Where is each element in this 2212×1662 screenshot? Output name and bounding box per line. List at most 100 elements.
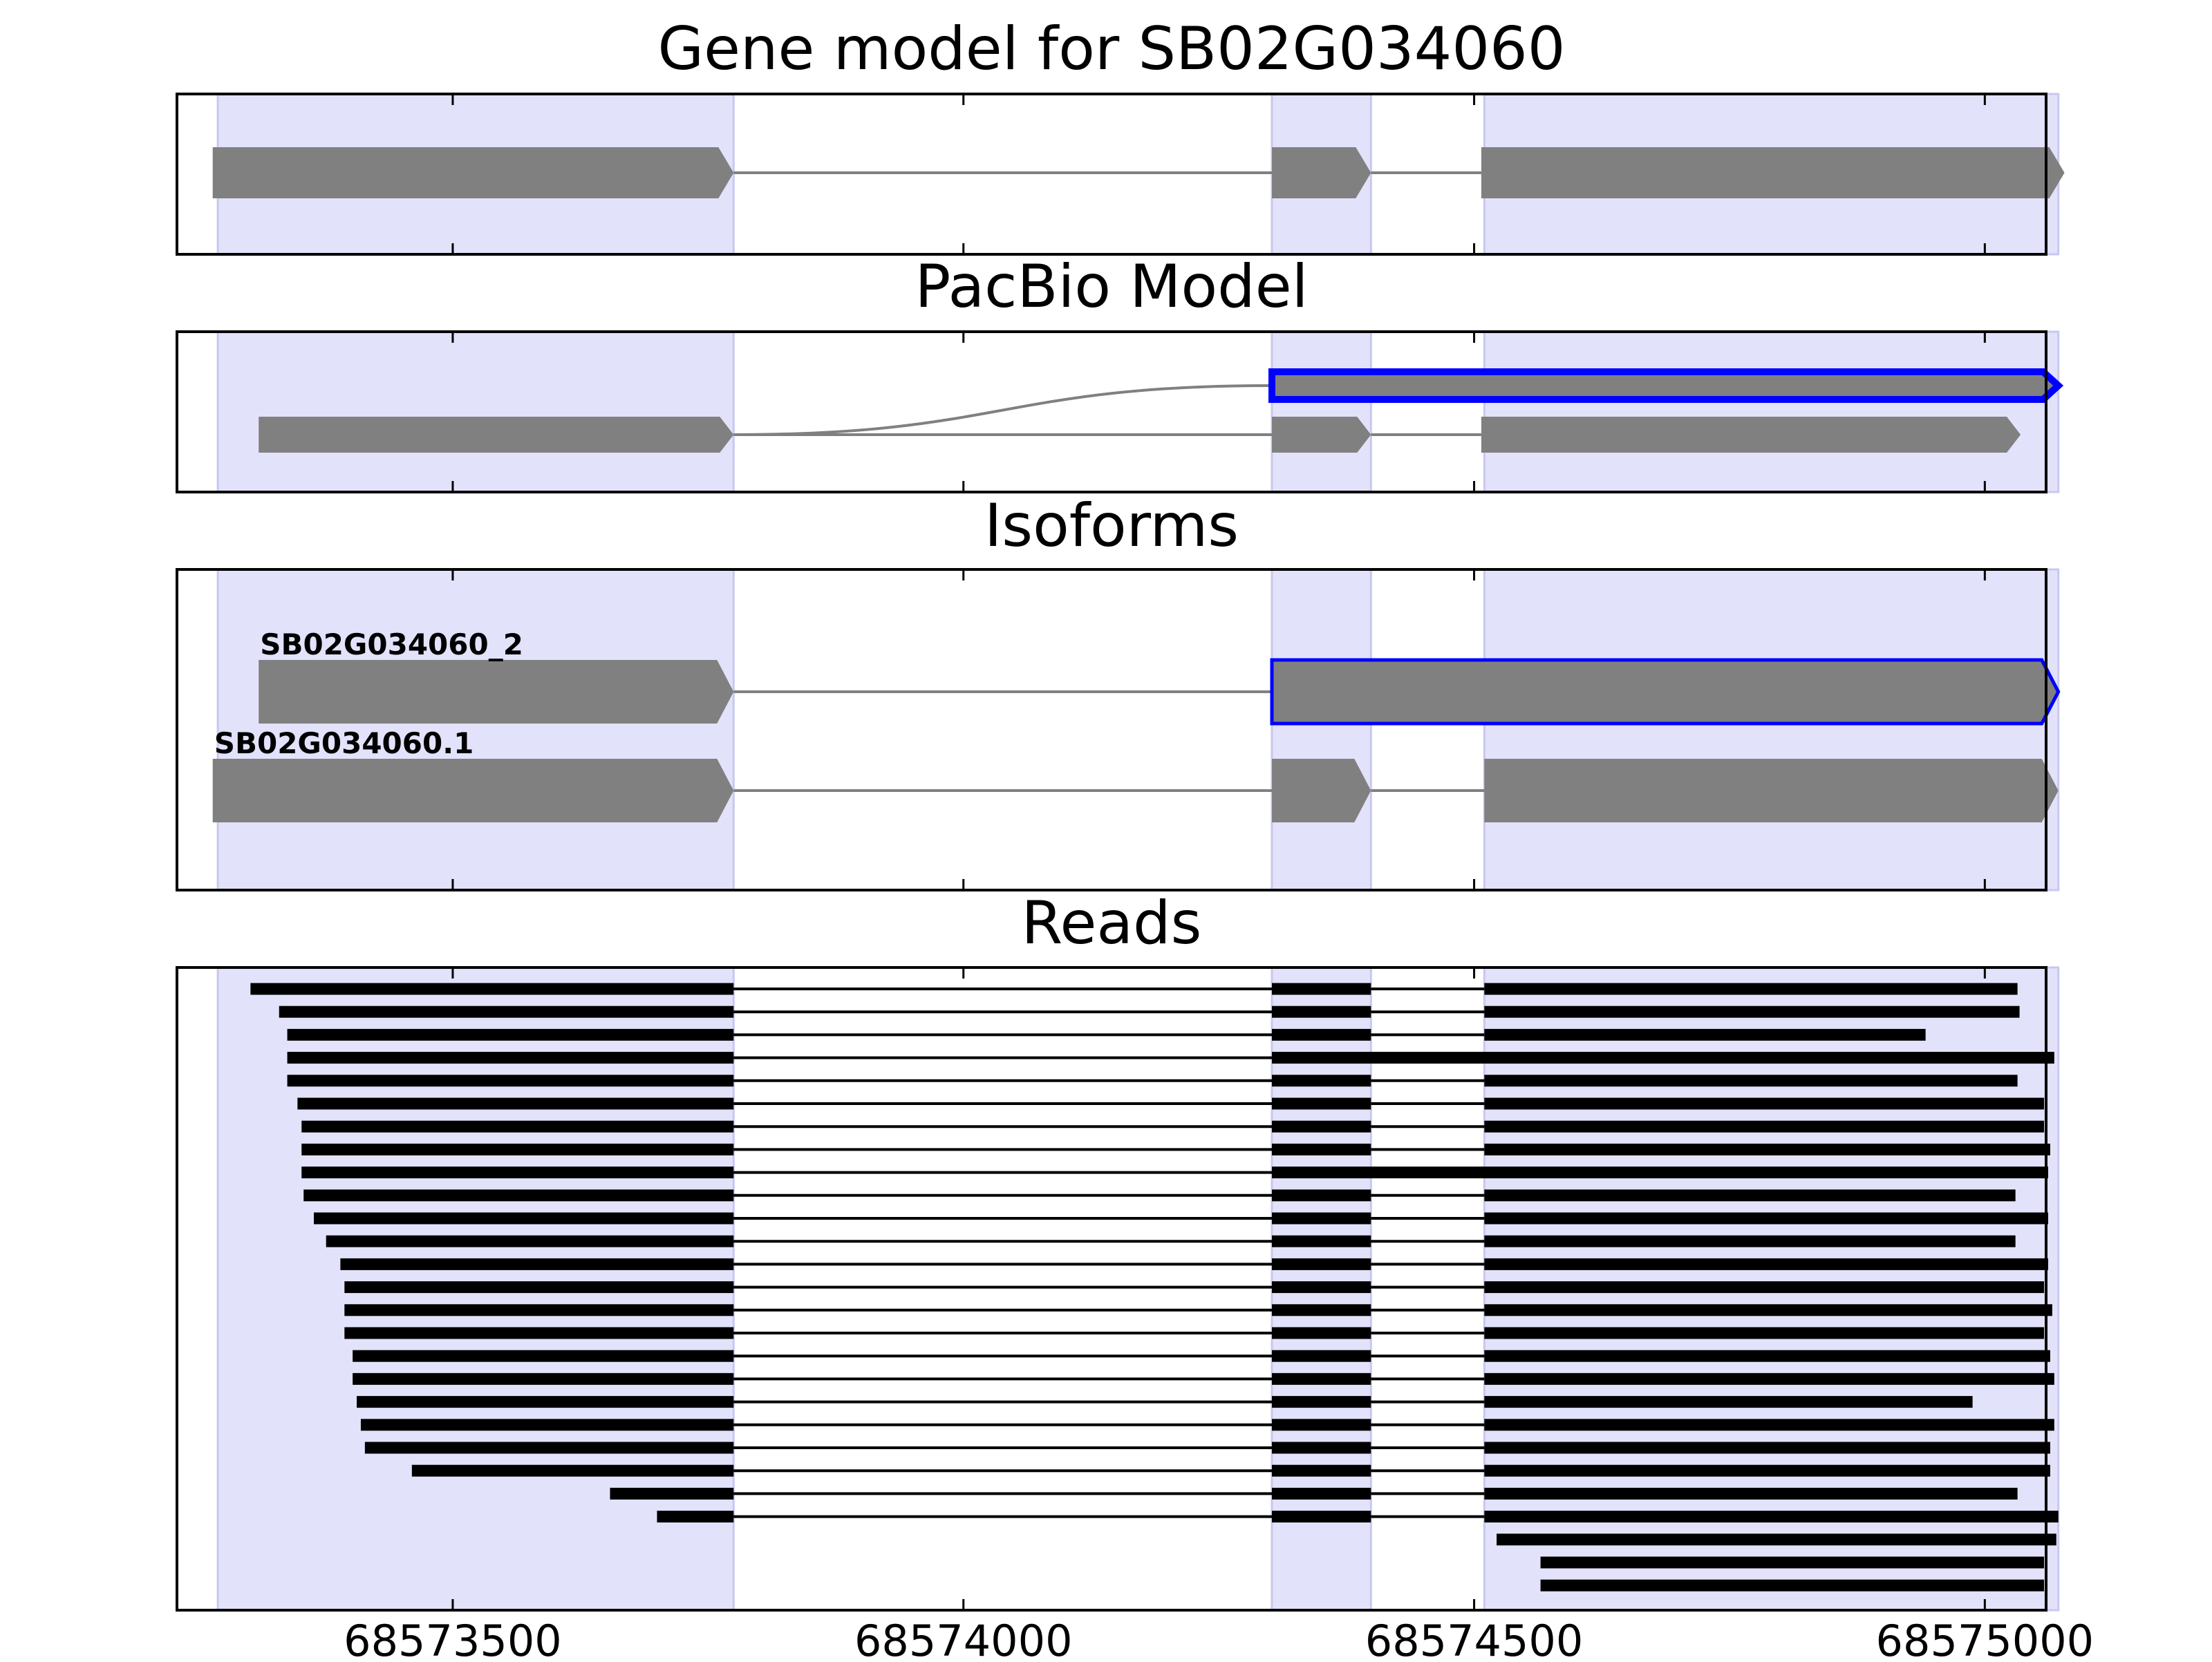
read-16-block-2 xyxy=(1271,1327,1371,1339)
read-16-block-3 xyxy=(1484,1327,2045,1339)
isoform-2-exon-1 xyxy=(212,759,734,822)
pacbio-track-2-exon-2 xyxy=(1272,417,1371,453)
read-5-block-1 xyxy=(287,1075,734,1087)
read-15-block-2 xyxy=(1271,1304,1371,1316)
pacbio-panel-title: PacBio Model xyxy=(915,252,1308,321)
read-18-block-1 xyxy=(353,1372,734,1385)
read-24-block-1 xyxy=(657,1511,734,1523)
read-25-block-1 xyxy=(1497,1533,2056,1546)
read-1-block-2 xyxy=(1271,983,1371,995)
read-14-block-1 xyxy=(344,1281,734,1294)
read-16-block-1 xyxy=(344,1327,734,1339)
read-2-block-1 xyxy=(279,1005,734,1018)
read-4-block-2 xyxy=(1271,1052,2054,1064)
pacbio-panel-frame xyxy=(176,330,2047,493)
read-10-block-2 xyxy=(1271,1189,1371,1202)
read-11-block-3 xyxy=(1484,1212,2048,1225)
read-17-block-1 xyxy=(353,1350,734,1362)
read-10-block-3 xyxy=(1484,1189,2016,1202)
read-12-block-3 xyxy=(1484,1235,2016,1247)
pacbio-exon-band-3 xyxy=(1483,330,2060,493)
iso-panel-frame xyxy=(176,568,2047,891)
read-14-block-2 xyxy=(1271,1281,1371,1294)
read-6-block-2 xyxy=(1271,1097,1371,1110)
read-19-block-3 xyxy=(1484,1396,1973,1408)
read-1-block-1 xyxy=(250,983,734,995)
read-3-block-1 xyxy=(287,1028,734,1041)
read-24-block-3 xyxy=(1484,1511,2059,1523)
read-17-block-2 xyxy=(1271,1350,1371,1362)
read-5-block-2 xyxy=(1271,1075,1371,1087)
read-9-block-2 xyxy=(1271,1167,2048,1179)
read-8-block-2 xyxy=(1271,1143,1371,1155)
x-tick-label-1: 68573500 xyxy=(344,1616,562,1659)
read-9-block-1 xyxy=(301,1167,734,1179)
gene-exon-3 xyxy=(1481,147,2065,198)
read-20-block-3 xyxy=(1484,1419,2054,1431)
pacbio-track-1-splice-curve xyxy=(733,384,1272,436)
read-3-block-2 xyxy=(1271,1028,1371,1041)
isoform-1-exon-1 xyxy=(259,660,734,724)
read-12-block-1 xyxy=(326,1235,734,1247)
read-27-block-1 xyxy=(1540,1579,2045,1592)
read-11-block-2 xyxy=(1271,1212,1371,1225)
read-22-block-3 xyxy=(1484,1464,2050,1477)
read-8-block-1 xyxy=(301,1143,734,1155)
reads-panel-frame xyxy=(176,966,2047,1612)
isoform-2-exon-3 xyxy=(1484,759,2059,822)
read-21-block-1 xyxy=(364,1442,734,1454)
read-6-block-3 xyxy=(1484,1097,2045,1110)
gene-exon-2 xyxy=(1272,147,1371,198)
read-2-block-3 xyxy=(1484,1005,2020,1018)
isoform-1-exon-2 xyxy=(1270,658,2061,726)
pacbio-exon-band-1 xyxy=(216,330,735,493)
isoform-1-label: SB02G034060_2 xyxy=(260,627,523,661)
read-22-block-2 xyxy=(1271,1464,1371,1477)
read-14-block-3 xyxy=(1484,1281,2045,1294)
read-23-block-3 xyxy=(1484,1487,2018,1500)
pacbio-track-1-exon-1 xyxy=(1268,368,2064,403)
iso-exon-band-3 xyxy=(1483,568,2060,891)
read-7-block-1 xyxy=(301,1120,734,1133)
read-19-block-2 xyxy=(1271,1396,1371,1408)
read-24-block-2 xyxy=(1271,1511,1371,1523)
isoform-2-label: SB02G034060.1 xyxy=(214,726,474,760)
read-2-block-2 xyxy=(1271,1005,1371,1018)
read-20-block-1 xyxy=(360,1419,734,1431)
read-18-block-2 xyxy=(1271,1372,1371,1385)
read-8-block-3 xyxy=(1484,1143,2050,1155)
read-17-block-3 xyxy=(1484,1350,2050,1362)
read-5-block-3 xyxy=(1484,1075,2018,1087)
x-tick-label-4: 68575000 xyxy=(1876,1616,2094,1659)
gene-panel-frame xyxy=(176,93,2047,256)
iso-exon-band-1 xyxy=(216,568,735,891)
read-22-block-1 xyxy=(411,1464,734,1477)
read-7-block-3 xyxy=(1484,1120,2045,1133)
iso-exon-band-2 xyxy=(1271,568,1372,891)
read-11-block-1 xyxy=(313,1212,734,1225)
read-13-block-2 xyxy=(1271,1258,1371,1270)
read-15-block-1 xyxy=(344,1304,734,1316)
read-26-block-1 xyxy=(1540,1556,2045,1569)
read-10-block-1 xyxy=(303,1189,734,1202)
read-13-block-1 xyxy=(340,1258,734,1270)
read-13-block-3 xyxy=(1484,1258,2048,1270)
read-20-block-2 xyxy=(1271,1419,1371,1431)
read-4-block-1 xyxy=(287,1052,734,1064)
read-1-block-3 xyxy=(1484,983,2018,995)
x-tick-label-3: 68574500 xyxy=(1365,1616,1584,1659)
isoform-2-exon-2 xyxy=(1272,759,1371,822)
read-6-block-1 xyxy=(297,1097,734,1110)
read-19-block-1 xyxy=(357,1396,734,1408)
read-3-block-3 xyxy=(1484,1028,1926,1041)
pacbio-track-2-exon-1 xyxy=(259,417,734,453)
read-15-block-3 xyxy=(1484,1304,2052,1316)
read-23-block-1 xyxy=(610,1487,734,1500)
reads-panel-title: Reads xyxy=(1022,889,1202,958)
gene-exon-1 xyxy=(212,147,734,198)
x-tick-label-2: 68574000 xyxy=(854,1616,1073,1659)
pacbio-track-2-exon-3 xyxy=(1481,417,2021,453)
pacbio-exon-band-2 xyxy=(1271,330,1372,493)
